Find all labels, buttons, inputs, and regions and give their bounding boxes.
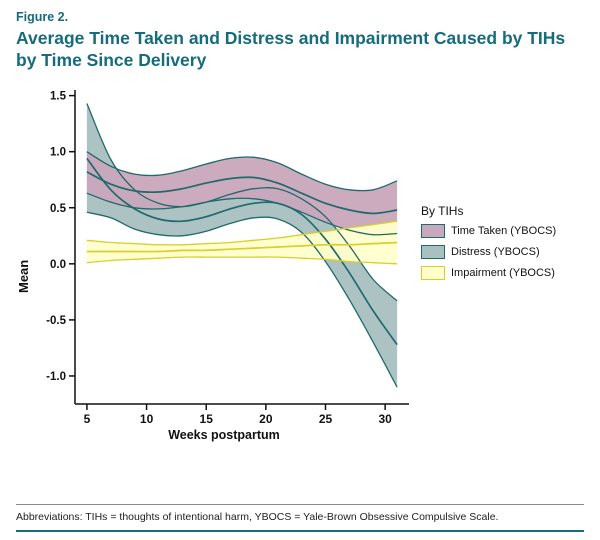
svg-text:20: 20 bbox=[259, 412, 273, 426]
y-axis-label: Mean bbox=[16, 259, 31, 293]
svg-text:0.0: 0.0 bbox=[50, 259, 66, 271]
legend-label: Distress (YBOCS) bbox=[451, 246, 540, 259]
legend: By TIHs Time Taken (YBOCS) Distress (YBO… bbox=[421, 50, 571, 442]
legend-title: By TIHs bbox=[421, 204, 464, 219]
svg-text:10: 10 bbox=[140, 412, 154, 426]
footer-divider bbox=[16, 503, 584, 505]
svg-text:1.0: 1.0 bbox=[50, 146, 66, 158]
abbreviations-note: Abbreviations: TIHs = thoughts of intent… bbox=[16, 510, 499, 523]
svg-text:-1.0: -1.0 bbox=[46, 371, 66, 383]
svg-text:25: 25 bbox=[319, 412, 333, 426]
legend-item-impairment: Impairment (YBOCS) bbox=[421, 266, 571, 281]
distress-swatch-icon bbox=[421, 245, 445, 260]
time-taken-swatch-icon bbox=[421, 224, 445, 239]
svg-text:5: 5 bbox=[84, 412, 91, 426]
x-axis-label: Weeks postpartum bbox=[168, 427, 280, 442]
impairment-swatch-icon bbox=[421, 266, 445, 281]
plot-column: -1.0 -0.5 0.0 0.5 1.0 1.5 5 10 15 20 25 30 Weeks po… bbox=[31, 80, 417, 442]
legend-item-distress: Distress (YBOCS) bbox=[421, 245, 571, 260]
svg-text:-0.5: -0.5 bbox=[46, 315, 66, 327]
chart-container: Mean -1.0 -0.5 0.0 0.5 1.0 1.5 5 10 15 20 25 30 Wee… bbox=[16, 80, 584, 442]
footer-accent-bar bbox=[16, 529, 584, 532]
legend-item-time-taken: Time Taken (YBOCS) bbox=[421, 224, 571, 239]
svg-text:1.5: 1.5 bbox=[50, 90, 67, 102]
chart-plot: -1.0 -0.5 0.0 0.5 1.0 1.5 5 10 15 20 25 30 bbox=[46, 89, 409, 426]
svg-text:0.5: 0.5 bbox=[50, 203, 67, 215]
figure-footer: Abbreviations: TIHs = thoughts of intent… bbox=[16, 503, 584, 532]
legend-label: Impairment (YBOCS) bbox=[451, 267, 555, 280]
legend-label: Time Taken (YBOCS) bbox=[451, 225, 557, 238]
figure-label: Figure 2. bbox=[16, 10, 69, 24]
svg-text:30: 30 bbox=[378, 412, 392, 426]
figure-title: Average Time Taken and Distress and Impa… bbox=[16, 28, 566, 70]
svg-text:15: 15 bbox=[200, 412, 214, 426]
